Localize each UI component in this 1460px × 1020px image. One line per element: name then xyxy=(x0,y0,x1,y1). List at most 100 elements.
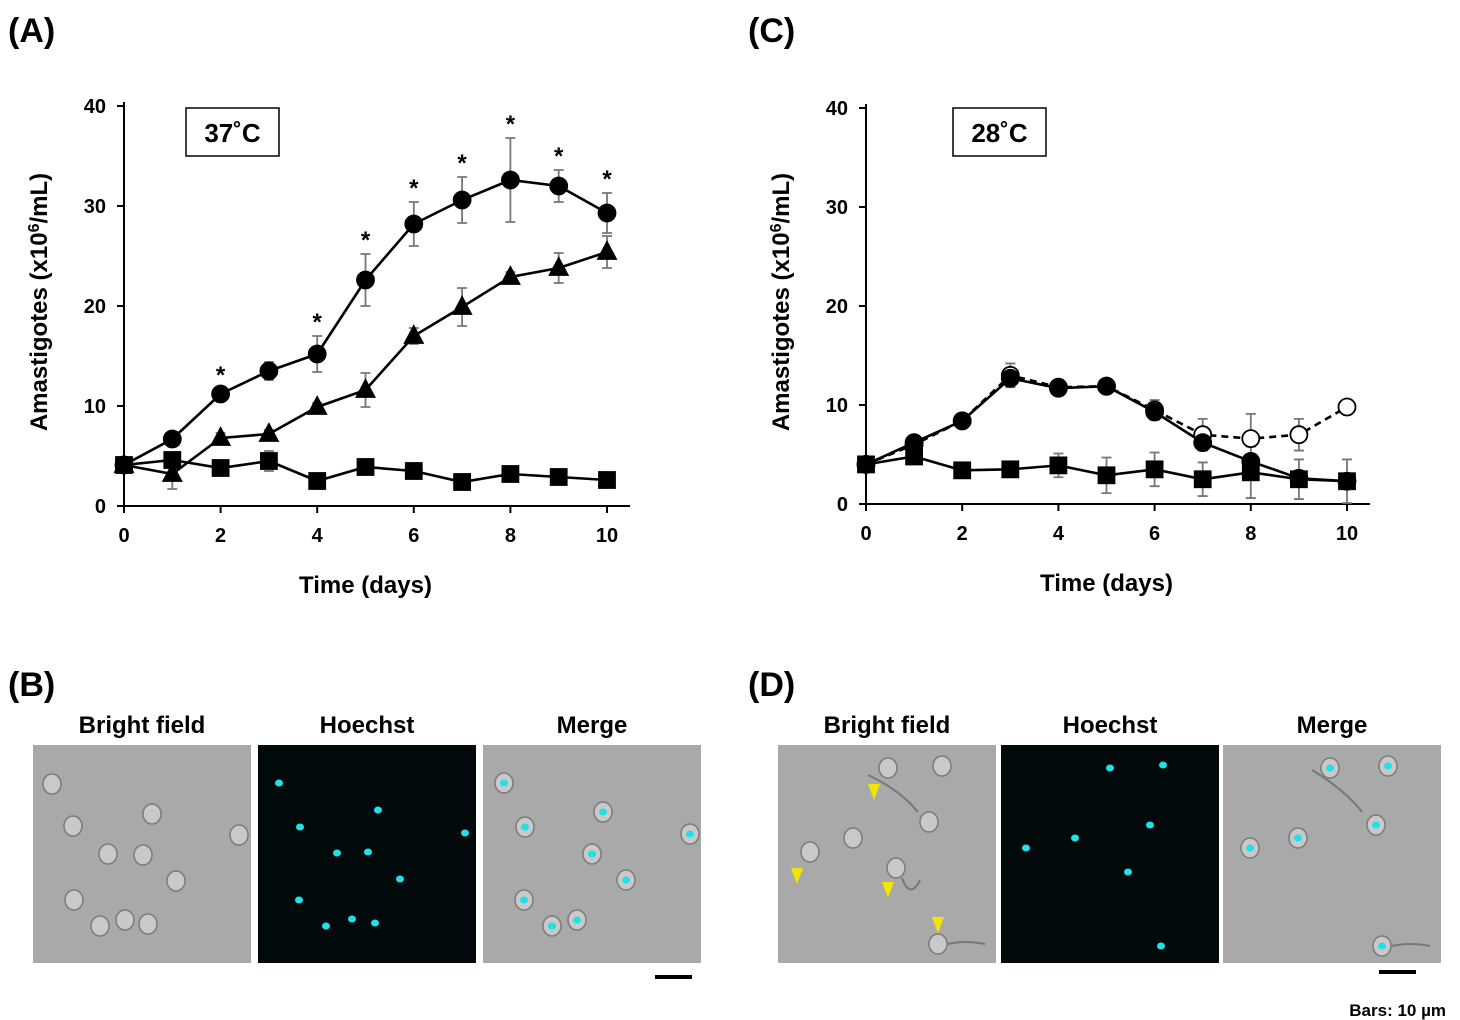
significance-mark: * xyxy=(216,362,226,389)
x-tick-label: 10 xyxy=(1336,523,1358,545)
marker xyxy=(1193,433,1213,453)
y-axis-label-part: Amastigotes (x10 xyxy=(26,232,53,431)
marker xyxy=(306,395,328,415)
marker xyxy=(1193,470,1212,489)
marker xyxy=(259,361,279,381)
marker xyxy=(1290,470,1308,489)
marker xyxy=(548,256,570,276)
marker xyxy=(403,324,425,344)
marker xyxy=(501,465,520,483)
marker xyxy=(1097,376,1116,396)
marker xyxy=(1000,368,1020,388)
marker xyxy=(451,295,473,315)
annotation-box xyxy=(185,107,280,157)
panel-label: (D) xyxy=(748,666,795,704)
y-axis-label: Amastigotes (x106/mL) xyxy=(26,173,54,431)
marker xyxy=(1241,429,1261,449)
x-tick-label: 4 xyxy=(1053,523,1065,545)
x-tick-label: 4 xyxy=(312,525,324,547)
marker xyxy=(356,270,375,290)
y-tick-label: 10 xyxy=(84,396,106,418)
significance-mark: * xyxy=(506,111,516,138)
marker xyxy=(499,265,521,285)
annotation: 28˚C xyxy=(971,118,1028,148)
significance-mark: * xyxy=(361,227,371,254)
image-b-hoechst xyxy=(258,745,476,963)
y-tick-label: 40 xyxy=(826,98,848,120)
x-tick-label: 8 xyxy=(1245,523,1256,545)
annotation: 37˚C xyxy=(204,118,261,148)
image-title: Hoechst xyxy=(1063,712,1158,739)
marker xyxy=(1097,466,1116,485)
image-d-bright xyxy=(778,745,996,963)
marker xyxy=(596,240,618,260)
marker xyxy=(953,461,972,480)
y-tick-label: 30 xyxy=(826,197,848,219)
y-tick-label: 0 xyxy=(837,494,848,516)
y-axis-label-part: /mL) xyxy=(26,173,53,224)
y-axis-label-part: 6 xyxy=(768,223,785,232)
marker xyxy=(1001,460,1020,479)
y-axis-label: Amastigotes (x106/mL) xyxy=(768,173,796,431)
marker xyxy=(307,344,327,364)
x-tick-label: 8 xyxy=(505,525,516,547)
marker xyxy=(500,170,520,190)
x-tick-label: 2 xyxy=(215,525,226,547)
y-tick-label: 10 xyxy=(826,395,848,417)
marker xyxy=(161,462,183,482)
x-tick-label: 2 xyxy=(957,523,968,545)
marker xyxy=(211,459,230,477)
marker xyxy=(549,468,568,486)
x-axis-label: Time (days) xyxy=(299,572,432,599)
marker xyxy=(308,472,327,490)
y-axis-label-part: 6 xyxy=(26,223,43,232)
x-tick-label: 0 xyxy=(860,523,871,545)
marker xyxy=(905,447,923,466)
image-title: Hoechst xyxy=(320,712,415,739)
marker xyxy=(356,458,375,476)
marker xyxy=(163,451,182,469)
x-tick-label: 0 xyxy=(118,525,129,547)
x-axis-label: Time (days) xyxy=(1040,570,1173,597)
marker xyxy=(1145,460,1164,479)
marker xyxy=(210,426,232,446)
y-tick-label: 0 xyxy=(95,496,106,518)
image-title: Merge xyxy=(1297,712,1368,739)
marker xyxy=(115,456,133,474)
marker xyxy=(1241,463,1260,482)
scale-note: Bars: 10 µm xyxy=(1349,1001,1446,1020)
marker xyxy=(211,384,231,404)
marker xyxy=(453,473,472,491)
marker xyxy=(1049,378,1068,398)
x-tick-label: 6 xyxy=(408,525,419,547)
image-d-merge xyxy=(1223,745,1441,963)
marker xyxy=(1049,456,1068,475)
marker xyxy=(857,455,875,474)
series-line xyxy=(123,178,608,467)
image-title: Bright field xyxy=(79,712,206,739)
marker xyxy=(598,471,616,489)
marker xyxy=(452,190,472,210)
marker xyxy=(1338,472,1356,491)
marker xyxy=(1337,397,1357,417)
panel-label: (C) xyxy=(748,12,795,50)
image-title: Merge xyxy=(557,712,628,739)
marker xyxy=(1289,425,1309,445)
significance-mark: * xyxy=(457,150,467,177)
marker xyxy=(162,429,182,449)
image-b-bright xyxy=(33,745,251,963)
y-tick-label: 20 xyxy=(826,296,848,318)
marker xyxy=(1145,402,1164,422)
x-tick-label: 6 xyxy=(1149,523,1160,545)
marker xyxy=(404,462,423,480)
y-tick-label: 40 xyxy=(84,96,106,118)
image-d-hoechst xyxy=(1001,745,1219,963)
significance-mark: * xyxy=(602,166,612,193)
marker xyxy=(549,176,569,196)
marker xyxy=(258,422,280,442)
panel-label: (B) xyxy=(8,666,55,704)
marker xyxy=(404,214,424,234)
x-tick-label: 10 xyxy=(596,525,618,547)
marker xyxy=(355,378,376,398)
